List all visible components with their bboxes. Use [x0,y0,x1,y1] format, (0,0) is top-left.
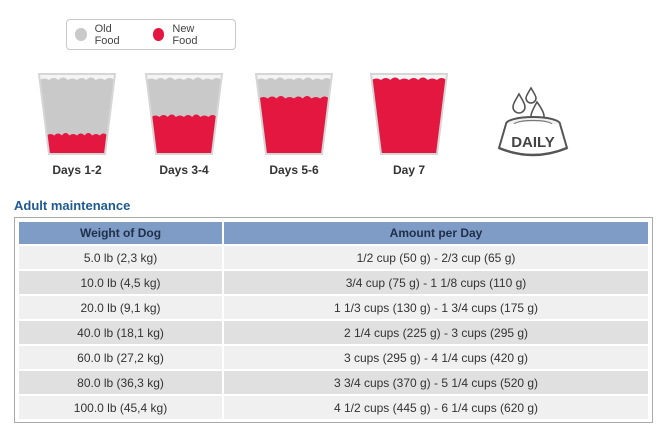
weight-cell: 60.0 lb (27,2 kg) [19,346,222,369]
header-amount-per-day: Amount per Day [224,222,648,244]
daily-text: DAILY [511,134,555,151]
cup-outline [144,73,224,155]
table-row: 10.0 lb (4,5 kg) 3/4 cup (75 g) - 1 1/8 … [19,271,648,294]
section-title: Adult maintenance [14,198,131,213]
transition-stage-3: Days 5-6 [254,70,334,177]
food-legend: Old Food New Food [66,19,236,50]
legend-item-old-food: Old Food [75,23,135,47]
weight-cell: 80.0 lb (36,3 kg) [19,371,222,394]
new-food-dot-icon [152,28,165,41]
old-food-dot-icon [75,28,87,41]
amount-cell: 3 cups (295 g) - 4 1/4 cups (420 g) [224,346,648,369]
table-row: 80.0 lb (36,3 kg) 3 3/4 cups (370 g) - 5… [19,371,648,394]
stage-label: Days 3-4 [159,163,209,177]
legend-old-label: Old Food [94,22,120,47]
food-cup-icon [37,73,117,155]
new-food-fill [46,133,108,154]
stage-label: Day 7 [392,163,426,177]
table-row: 100.0 lb (45,4 kg) 4 1/2 cups (445 g) - … [19,396,648,419]
table-row: 60.0 lb (27,2 kg) 3 cups (295 g) - 4 1/4… [19,346,648,369]
amount-cell: 3/4 cup (75 g) - 1 1/8 cups (110 g) [224,271,648,294]
stage-label: Days 1-2 [52,163,102,177]
weight-cell: 5.0 lb (2,3 kg) [19,246,222,269]
table-row: 5.0 lb (2,3 kg) 1/2 cup (50 g) - 2/3 cup… [19,246,648,269]
feeding-table-grid: Weight of Dog Amount per Day 5.0 lb (2,3… [17,220,650,421]
cup-outline [37,73,117,155]
legend-new-label: New Food [172,22,198,47]
feeding-table: Weight of Dog Amount per Day 5.0 lb (2,3… [14,217,653,423]
new-food-fill [259,96,329,154]
water-bowl-icon: DAILY [497,86,569,157]
amount-cell: 2 1/4 cups (225 g) - 3 cups (295 g) [224,321,648,344]
food-cup-icon [144,73,224,155]
table-row: 40.0 lb (18,1 kg) 2 1/4 cups (225 g) - 3… [19,321,648,344]
new-food-fill [371,77,447,154]
amount-cell: 3 3/4 cups (370 g) - 5 1/4 cups (520 g) [224,371,648,394]
weight-cell: 100.0 lb (45,4 kg) [19,396,222,419]
weight-cell: 10.0 lb (4,5 kg) [19,271,222,294]
stage-label: Days 5-6 [269,163,319,177]
food-cup-icon [369,73,449,155]
cup-outline [369,73,449,155]
amount-cell: 1 1/3 cups (130 g) - 1 3/4 cups (175 g) [224,296,648,319]
transition-stage-4: Day 7 [369,70,449,177]
header-weight-of-dog: Weight of Dog [19,222,222,244]
amount-cell: 4 1/2 cups (445 g) - 6 1/4 cups (620 g) [224,396,648,419]
food-cup-icon [254,73,334,155]
new-food-fill [151,114,217,154]
weight-cell: 40.0 lb (18,1 kg) [19,321,222,344]
amount-cell: 1/2 cup (50 g) - 2/3 cup (65 g) [224,246,648,269]
weight-cell: 20.0 lb (9,1 kg) [19,296,222,319]
table-header-row: Weight of Dog Amount per Day [19,222,648,244]
transition-stage-2: Days 3-4 [144,70,224,177]
cup-outline [254,73,334,155]
table-row: 20.0 lb (9,1 kg) 1 1/3 cups (130 g) - 1 … [19,296,648,319]
legend-item-new-food: New Food [152,22,217,47]
transition-stage-1: Days 1-2 [37,70,117,177]
